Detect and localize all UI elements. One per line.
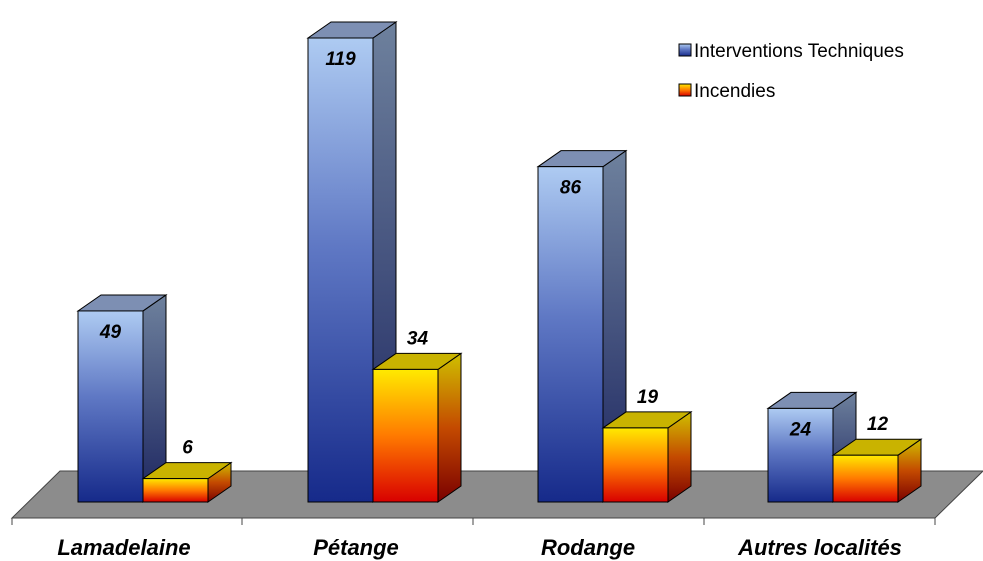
legend-label-incendies: Incendies	[694, 81, 775, 102]
legend-swatch-incendies	[678, 83, 692, 97]
bars-group	[76, 21, 923, 503]
value-label-interventions-techniques-petange: 119	[325, 49, 356, 70]
bar-incendies-petange-front	[372, 368, 439, 503]
bar-incendies-lamadelaine-front	[142, 478, 209, 503]
bar-interventions-techniques-lamadelaine-front	[77, 310, 144, 503]
value-label-incendies-petange: 34	[407, 328, 429, 349]
bar-incendies-autres-localites	[831, 438, 923, 503]
bar-incendies-rodange-front	[602, 427, 669, 503]
legend-swatch-interventions	[678, 43, 692, 57]
value-label-interventions-techniques-autres-localites: 24	[789, 419, 812, 440]
legend-label-interventions: Interventions Techniques	[694, 41, 904, 62]
bar-interventions-techniques-rodange-front	[537, 166, 604, 503]
bar-interventions-techniques-autres-localites-front	[767, 407, 834, 503]
bar-interventions-techniques-rodange	[536, 149, 628, 503]
value-label-interventions-techniques-rodange: 86	[560, 178, 582, 199]
bar-incendies-rodange	[601, 410, 693, 503]
bar-incendies-lamadelaine	[141, 461, 233, 503]
category-label-autres-localites: Autres localités	[737, 535, 902, 560]
bar-incendies-autres-localites-front	[832, 454, 899, 503]
category-label-petange: Pétange	[313, 535, 399, 560]
value-label-interventions-techniques-lamadelaine: 49	[99, 322, 122, 343]
value-label-incendies-lamadelaine: 6	[182, 438, 193, 459]
bar-interventions-techniques-lamadelaine	[76, 293, 168, 503]
value-labels-group: 49 119 86 24 6 34 19 12	[99, 49, 889, 459]
category-label-lamadelaine: Lamadelaine	[57, 535, 190, 560]
value-label-incendies-rodange: 19	[637, 387, 659, 408]
bar-incendies-petange-side	[437, 352, 462, 503]
bar-interventions-techniques-petange	[306, 21, 398, 503]
bar-incendies-petange	[371, 352, 463, 503]
bar-interventions-techniques-petange-front	[307, 37, 374, 503]
legend: Interventions Techniques Incendies	[678, 41, 904, 102]
category-label-rodange: Rodange	[541, 535, 635, 560]
value-label-incendies-autres-localites: 12	[867, 414, 889, 435]
